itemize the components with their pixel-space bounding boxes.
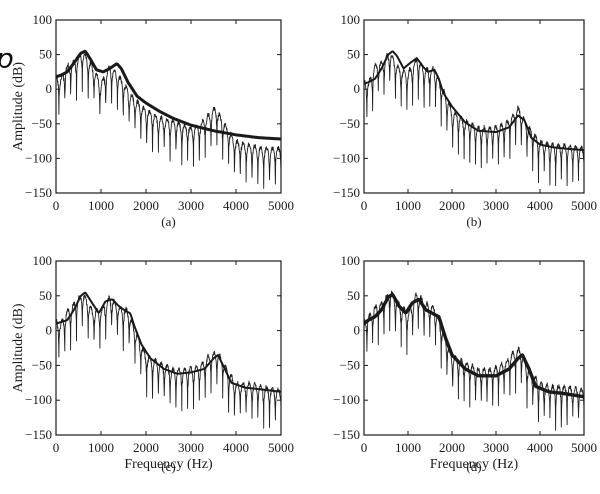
panel-caption: (c) <box>161 459 175 474</box>
x-tick-label: 0 <box>53 198 60 213</box>
y-tick-label: −100 <box>333 150 360 165</box>
x-tick-label: 1000 <box>395 198 421 213</box>
y-axis-label: Amplitude (dB) <box>11 62 26 151</box>
y-tick-label: 100 <box>33 12 53 27</box>
y-tick-label: −150 <box>25 185 52 200</box>
x-tick-label: 1000 <box>88 198 114 213</box>
x-tick-label: 4000 <box>223 440 249 455</box>
plot-frame <box>363 19 585 194</box>
panel-d: 0 1000 2000 3000 4000 5000 −150 −100 −50 0 50 100 Fr… <box>333 253 597 474</box>
x-tick-label: 3000 <box>178 440 204 455</box>
x-tick-label: 0 <box>361 198 368 213</box>
x-tick-label: 4000 <box>223 198 249 213</box>
y-tick-label: −150 <box>25 427 52 442</box>
x-tick-label: 1000 <box>395 440 421 455</box>
panel-caption: (d) <box>466 459 481 474</box>
stray-glyph: p <box>0 42 14 75</box>
panel-b: 0 1000 2000 3000 4000 5000 −150 −100 −50 0 50 100 (b… <box>333 12 597 229</box>
x-tick-label: 0 <box>361 440 368 455</box>
y-tick-label: 50 <box>347 288 360 303</box>
spectrum-line <box>364 290 584 431</box>
y-tick-label: 100 <box>33 253 53 268</box>
x-tick-label: 4000 <box>527 440 553 455</box>
y-tick-label: 50 <box>39 288 52 303</box>
y-tick-label: 100 <box>341 253 361 268</box>
y-axis-label: Amplitude (dB) <box>11 303 26 392</box>
y-tick-label: −150 <box>333 185 360 200</box>
spectrum-line <box>56 53 281 189</box>
x-tick-label: 3000 <box>483 198 509 213</box>
x-tick-label: 5000 <box>268 440 294 455</box>
y-tick-label: −100 <box>333 392 360 407</box>
y-tick-label: 50 <box>347 47 360 62</box>
y-tick-label: −100 <box>25 392 52 407</box>
y-tick-label: −50 <box>32 116 52 131</box>
plot-frame <box>363 260 585 436</box>
spectrum-line <box>364 53 584 187</box>
y-tick-label: 0 <box>46 323 53 338</box>
y-tick-label: −100 <box>25 150 52 165</box>
y-tick-label: −50 <box>340 357 360 372</box>
panel-c: 0 1000 2000 3000 4000 5000 −150 −100 −50 0 50 100 Am… <box>11 253 294 474</box>
x-tick-label: 5000 <box>268 198 294 213</box>
plot-frame <box>55 260 282 436</box>
y-tick-label: −50 <box>340 116 360 131</box>
x-tick-label: 2000 <box>133 198 159 213</box>
y-tick-label: 0 <box>46 81 53 96</box>
panel-caption: (a) <box>161 214 175 229</box>
y-tick-label: 100 <box>341 12 361 27</box>
y-tick-label: 50 <box>39 47 52 62</box>
x-axis-label: Frequency (Hz) <box>124 457 213 472</box>
x-tick-label: 2000 <box>133 440 159 455</box>
y-tick-label: −150 <box>333 427 360 442</box>
panel-a: 0 1000 2000 3000 4000 5000 −150 −100 −50 0 50 100 Am… <box>11 12 294 229</box>
x-tick-label: 4000 <box>527 198 553 213</box>
y-tick-label: −50 <box>32 357 52 372</box>
x-tick-label: 5000 <box>571 198 597 213</box>
envelope-line <box>56 291 281 393</box>
envelope-line <box>364 293 584 399</box>
x-tick-label: 2000 <box>439 440 465 455</box>
x-tick-label: 1000 <box>88 440 114 455</box>
x-tick-label: 0 <box>53 440 60 455</box>
x-axis-label: Frequency (Hz) <box>430 457 519 472</box>
y-tick-label: 0 <box>354 323 361 338</box>
envelope-line <box>364 50 584 152</box>
plot-frame <box>55 19 282 194</box>
envelope-line <box>56 49 281 141</box>
x-tick-label: 3000 <box>483 440 509 455</box>
x-tick-label: 3000 <box>178 198 204 213</box>
y-tick-label: 0 <box>354 81 361 96</box>
x-tick-label: 2000 <box>439 198 465 213</box>
x-tick-label: 5000 <box>571 440 597 455</box>
spectrum-line <box>56 294 281 429</box>
panel-caption: (b) <box>466 214 481 229</box>
